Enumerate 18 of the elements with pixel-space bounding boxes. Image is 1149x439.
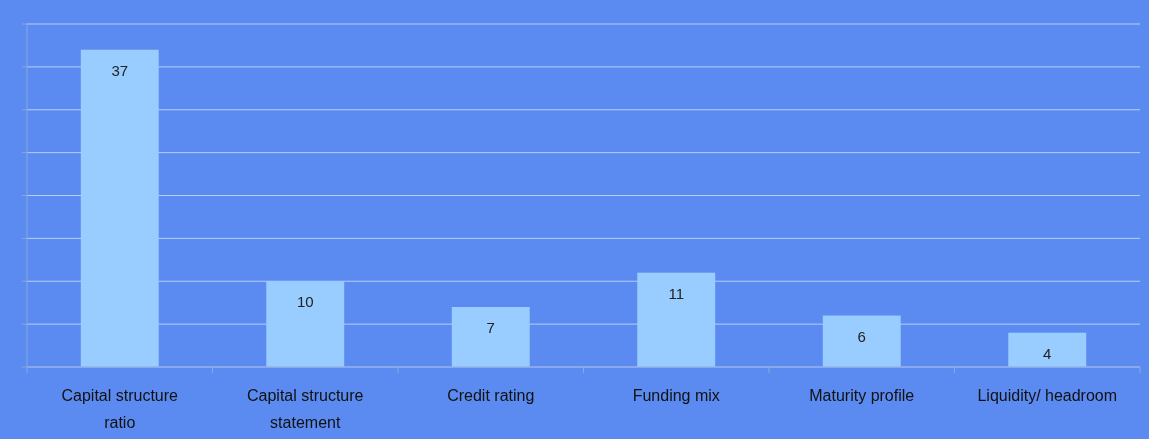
bar (822, 315, 901, 367)
data-label: 10 (296, 293, 314, 311)
x-tick-label: Capital structure ratio (61, 387, 179, 431)
bar (637, 272, 716, 367)
x-tick-label: Maturity profile (809, 387, 915, 404)
data-label: 6 (857, 327, 866, 345)
x-tick-label: Credit rating (447, 387, 535, 404)
x-tick-label: Capital structure statement (247, 387, 364, 431)
data-label: 11 (668, 284, 685, 302)
bar (1008, 332, 1087, 367)
x-tick-label: Liquidity/ headroom (977, 387, 1118, 404)
data-label: 4 (1043, 344, 1052, 362)
bar (451, 306, 530, 367)
bar (80, 49, 159, 367)
bar (266, 281, 345, 367)
data-label: 37 (111, 61, 129, 79)
data-label: 7 (486, 318, 495, 336)
x-tick-label: Funding mix (632, 387, 720, 404)
